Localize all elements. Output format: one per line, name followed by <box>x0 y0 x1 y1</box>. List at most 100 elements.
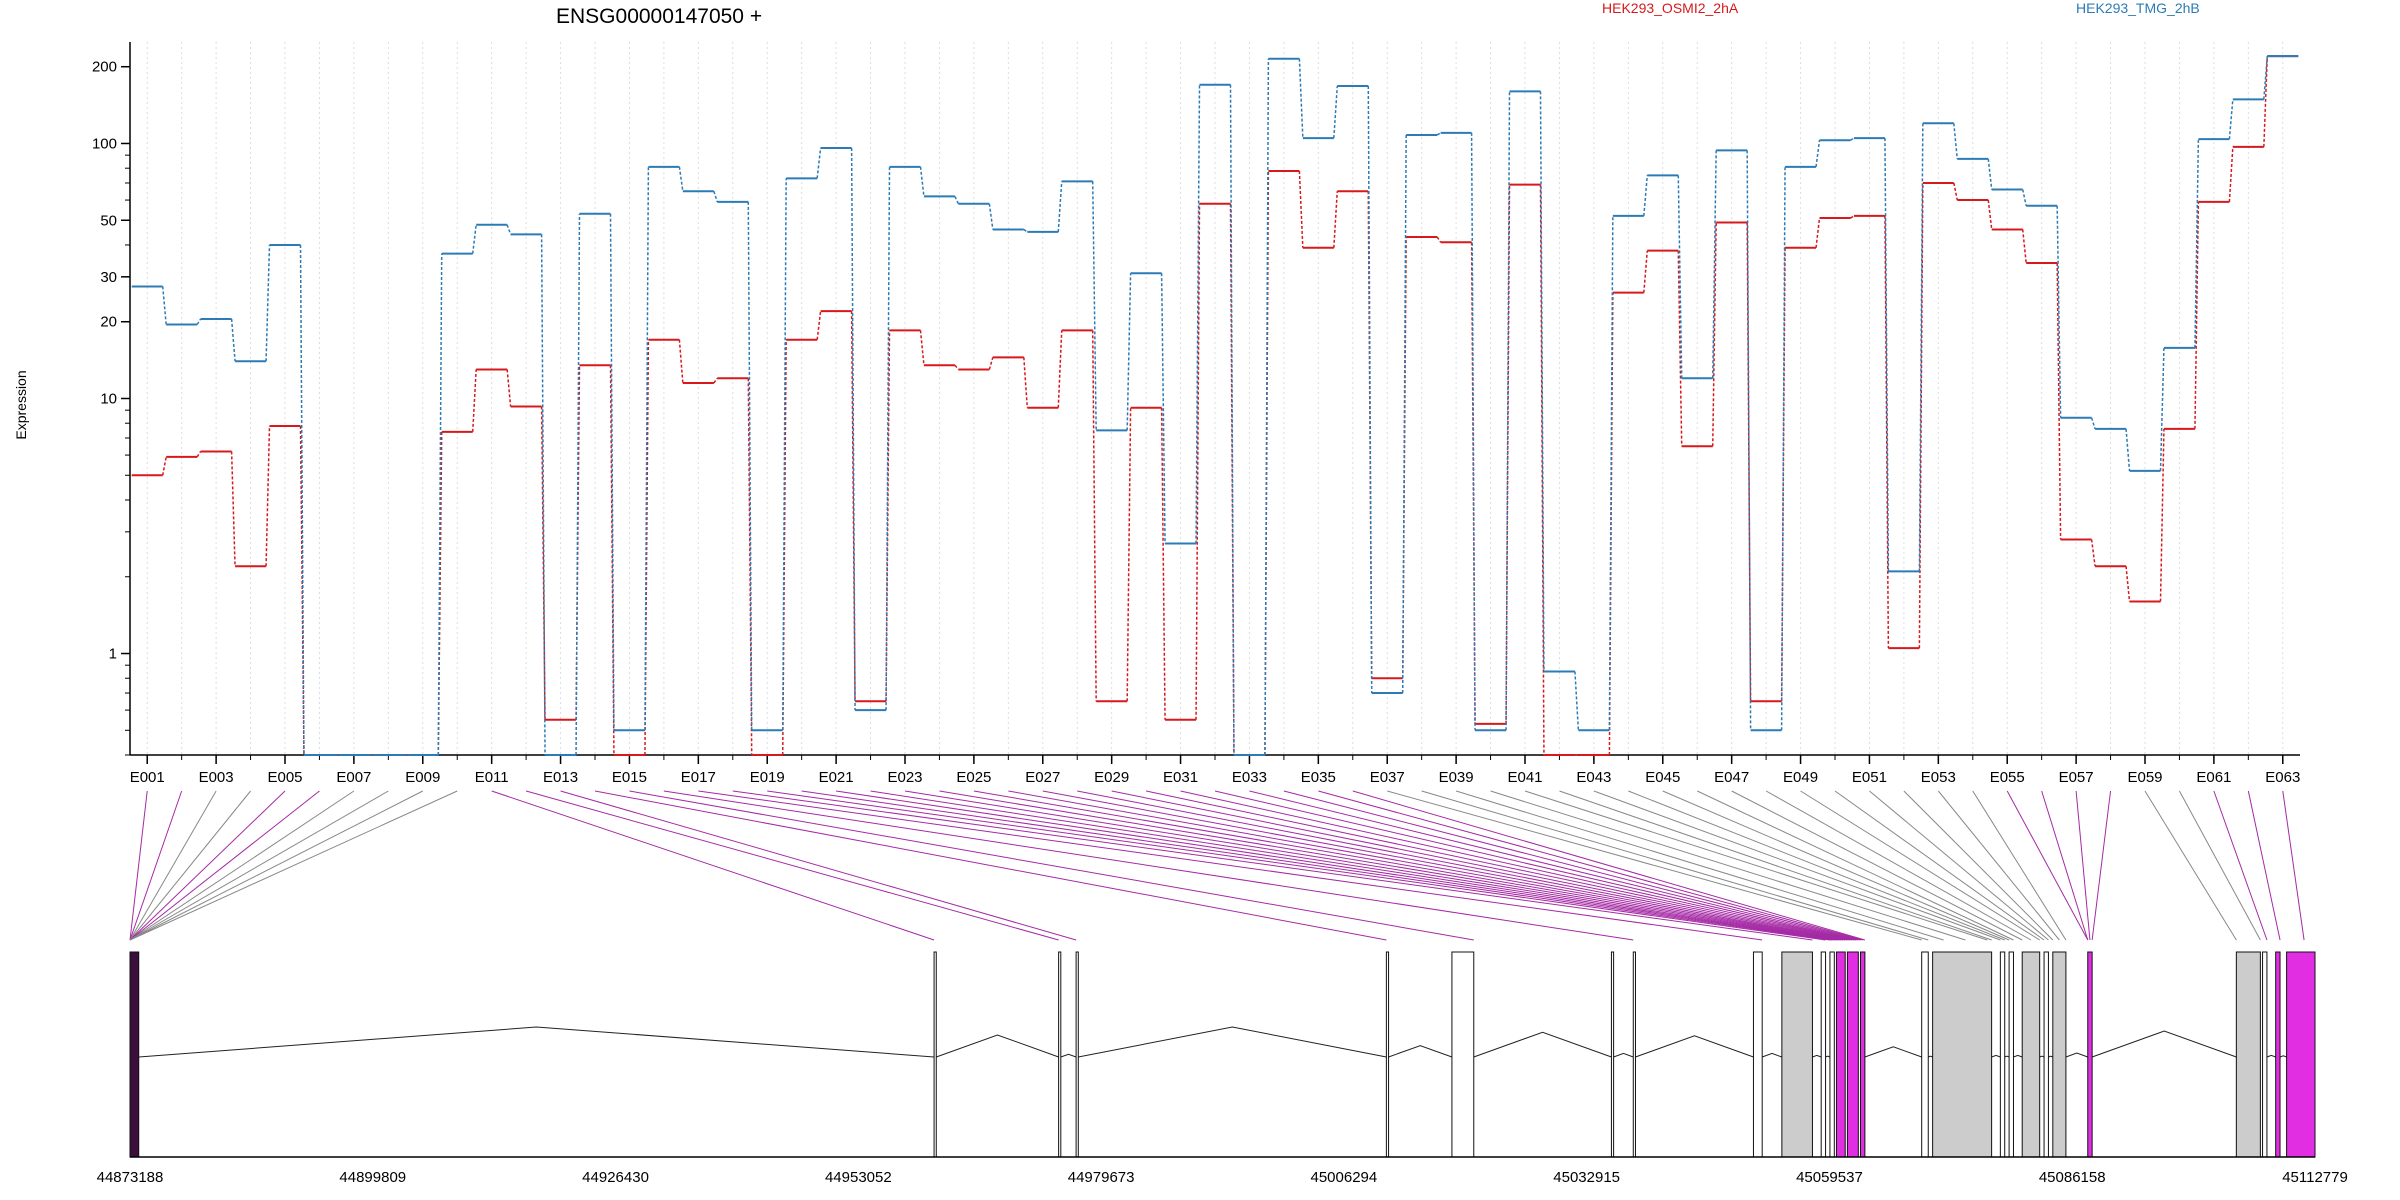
series-connector <box>161 286 167 325</box>
exon-connector-E043 <box>1593 790 2001 941</box>
series-connector <box>678 339 684 384</box>
series-connector <box>954 196 960 205</box>
series-connector <box>1023 228 1028 233</box>
x-tick-label: E045 <box>1645 769 1680 786</box>
gene-model-layer <box>129 951 2316 1158</box>
exon-block <box>2286 951 2316 1158</box>
genomic-tick-label: 45112779 <box>2282 1169 2348 1186</box>
exon-connector-E010 <box>129 790 458 941</box>
exon-block <box>2021 951 2041 1158</box>
genomic-tick-label: 45006294 <box>1311 1169 1378 1186</box>
connector-layer <box>129 790 2305 941</box>
exon-connector-E060 <box>2179 790 2261 941</box>
exon-block <box>1860 951 1866 1158</box>
exon-connector-E007 <box>129 790 355 941</box>
series-connector <box>196 318 202 325</box>
exon-connector-E058 <box>2091 790 2112 941</box>
exon-connector-E032 <box>1214 790 1857 941</box>
series-connector <box>1815 217 1821 248</box>
exon-connector-E042 <box>1559 790 1992 941</box>
series-connector <box>1780 166 1786 731</box>
series-connector <box>713 377 718 384</box>
exon-block <box>1820 951 1827 1158</box>
series-connector <box>506 369 512 407</box>
chart-title: ENSG00000147050 + <box>556 5 762 28</box>
exon-connector-E049 <box>1800 790 2040 941</box>
exon-connector-E033 <box>1249 790 1859 941</box>
series-connector <box>1333 85 1339 139</box>
y-axis-label: Expression <box>13 370 29 439</box>
series-connector <box>954 364 959 370</box>
series-connector <box>816 311 822 340</box>
series-connector <box>747 378 753 756</box>
series-connector <box>1229 84 1235 756</box>
x-tick-label: E023 <box>887 769 922 786</box>
exon-connector-E009 <box>129 790 424 941</box>
exon-connector-E034 <box>1283 790 1861 941</box>
exon-block <box>2235 951 2261 1158</box>
x-tick-label: E049 <box>1783 769 1818 786</box>
exon-connector-E014 <box>594 790 1387 941</box>
series-connector <box>850 311 856 702</box>
intron-line <box>2039 1055 2045 1058</box>
series-connector <box>2125 428 2131 471</box>
series-connector <box>1333 191 1339 248</box>
exon-connector-E056 <box>2041 790 2089 941</box>
series-connector <box>2125 566 2131 602</box>
intron-line <box>2013 1054 2023 1058</box>
exon-connector-E028 <box>1077 790 1848 941</box>
exon-block <box>129 951 140 1158</box>
series-connector <box>747 201 753 731</box>
exon-connector-E022 <box>870 790 1835 941</box>
y-tick-label: 20 <box>100 314 117 331</box>
series-connector <box>2159 347 2165 471</box>
exon-connector-E054 <box>1972 790 2067 941</box>
x-tick-label: E061 <box>2196 769 2231 786</box>
x-tick-label: E005 <box>267 769 302 786</box>
intron-line <box>1762 1052 1783 1058</box>
exon-connector-E041 <box>1524 790 1988 941</box>
series-connector <box>230 318 236 362</box>
y-tick-label: 200 <box>92 59 117 76</box>
genomic-tick-label: 45086158 <box>2039 1169 2106 1186</box>
series-connector <box>2194 201 2200 429</box>
exon-connector-E029 <box>1111 790 1850 941</box>
exon-block <box>2275 951 2281 1158</box>
exon-connector-E052 <box>1903 790 2054 941</box>
exon-block <box>1451 951 1475 1158</box>
series-connector <box>1953 182 1959 201</box>
exon-connector-E035 <box>1318 790 1863 941</box>
series-connector <box>1711 150 1717 379</box>
exon-connector-E051 <box>1869 790 2049 941</box>
exon-connector-E055 <box>2006 790 2089 941</box>
grid-layer <box>146 42 2284 755</box>
exon-connector-E019 <box>767 790 1826 941</box>
exon-connector-E011 <box>491 790 935 941</box>
genomic-tick-label: 45059537 <box>1796 1169 1863 1186</box>
series-connector <box>713 190 718 203</box>
genomic-tick-label: 44926430 <box>582 1169 649 1186</box>
series-connector <box>1987 199 1993 230</box>
exon-connector-E063 <box>2282 790 2305 941</box>
exon-connector-E047 <box>1731 790 2023 941</box>
series-connector <box>1436 132 1441 136</box>
series-HEK293_OSMI2_2hA <box>131 55 2299 756</box>
intron-line <box>2091 1030 2237 1058</box>
series-connector <box>1057 330 1063 408</box>
series-connector <box>1608 215 1614 731</box>
series-connector <box>1367 86 1373 694</box>
exon-connector-E013 <box>560 790 1077 941</box>
exon-connector-E027 <box>1042 790 1846 941</box>
genomic-tick-label: 44899809 <box>339 1169 406 1186</box>
series-connector <box>575 213 581 756</box>
exon-connector-E004 <box>129 790 251 941</box>
exon-connector-E050 <box>1834 790 2045 941</box>
series-connector <box>1505 91 1511 731</box>
series-connector <box>1470 132 1476 731</box>
series-connector <box>2021 189 2027 206</box>
x-tick-label: E059 <box>2127 769 2162 786</box>
exon-connector-E002 <box>129 790 183 941</box>
exon-connector-E053 <box>1937 790 2060 941</box>
series-connector <box>1850 137 1855 141</box>
